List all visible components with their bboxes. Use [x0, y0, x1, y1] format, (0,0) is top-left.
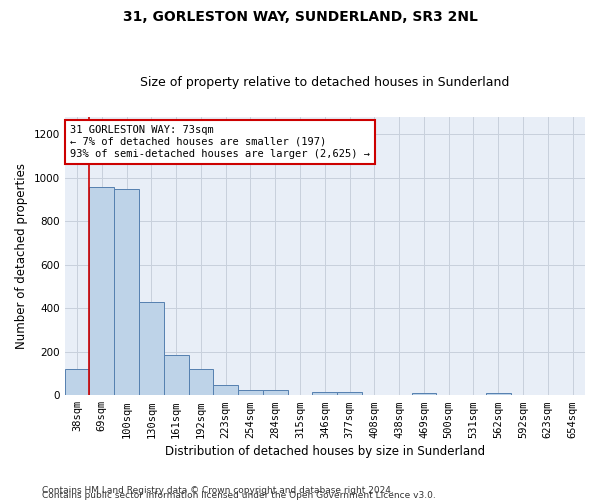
Title: Size of property relative to detached houses in Sunderland: Size of property relative to detached ho…	[140, 76, 509, 90]
Text: 31 GORLESTON WAY: 73sqm
← 7% of detached houses are smaller (197)
93% of semi-de: 31 GORLESTON WAY: 73sqm ← 7% of detached…	[70, 126, 370, 158]
Bar	[313, 392, 337, 395]
Bar	[114, 189, 139, 395]
Bar	[263, 390, 287, 395]
Y-axis label: Number of detached properties: Number of detached properties	[15, 163, 28, 349]
Bar	[214, 386, 238, 395]
Text: 31, GORLESTON WAY, SUNDERLAND, SR3 2NL: 31, GORLESTON WAY, SUNDERLAND, SR3 2NL	[122, 10, 478, 24]
Bar	[65, 369, 89, 395]
Bar	[486, 393, 511, 395]
Text: Contains HM Land Registry data © Crown copyright and database right 2024.: Contains HM Land Registry data © Crown c…	[42, 486, 394, 495]
Bar	[188, 369, 214, 395]
Bar	[139, 302, 164, 395]
Bar	[238, 390, 263, 395]
Bar	[412, 393, 436, 395]
Bar	[89, 186, 114, 395]
Bar	[337, 392, 362, 395]
Bar	[164, 355, 188, 395]
Text: Contains public sector information licensed under the Open Government Licence v3: Contains public sector information licen…	[42, 491, 436, 500]
X-axis label: Distribution of detached houses by size in Sunderland: Distribution of detached houses by size …	[165, 444, 485, 458]
